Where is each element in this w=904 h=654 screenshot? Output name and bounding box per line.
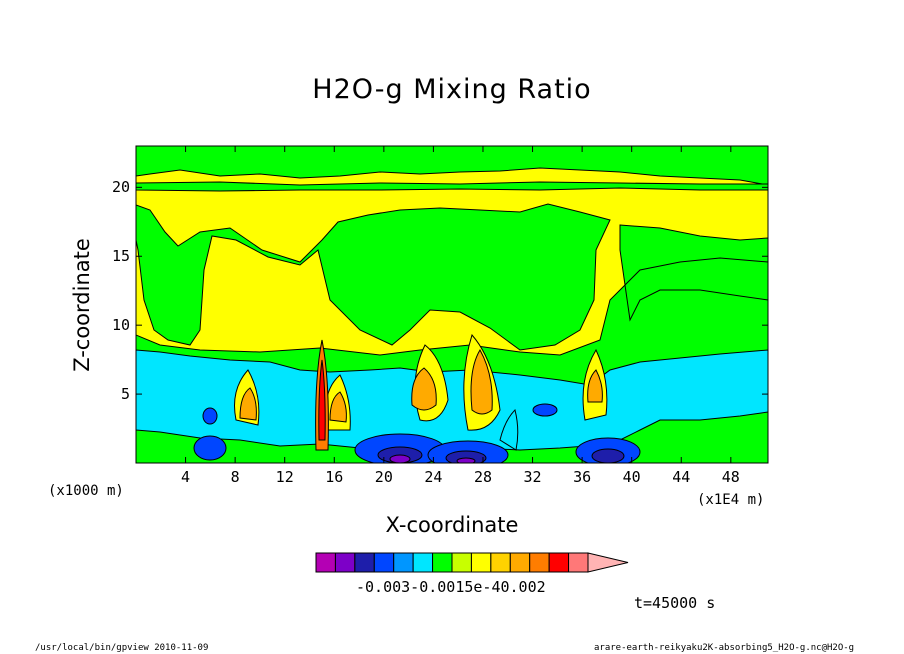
time-label: t=45000 s — [634, 594, 716, 612]
footer-left: /usr/local/bin/gpview 2010-11-09 — [35, 643, 209, 653]
field-blue — [532, 403, 558, 417]
field-green-strip — [136, 181, 768, 192]
x-tick-label: 36 — [573, 468, 592, 486]
colorbar-arrow — [587, 552, 629, 573]
field-navy — [591, 448, 625, 463]
field-purple — [456, 457, 476, 463]
footer-right: arare-earth-reikyaku2K-absorbing5_H2O-g.… — [594, 643, 855, 653]
x-axis-label: X-coordinate — [385, 513, 519, 537]
colorbar-labels: -0.003-0.0015e-40.002 — [356, 578, 546, 596]
y-axis-ticks — [136, 186, 768, 395]
plume-core — [318, 359, 326, 441]
x-tick-label: 28 — [473, 468, 492, 486]
plume-orange — [239, 387, 257, 421]
x-tick-label: 12 — [275, 468, 294, 486]
x-tick-label: 32 — [523, 468, 542, 486]
plume-orange — [411, 367, 437, 411]
field-blue — [193, 435, 227, 461]
plume-orange — [587, 369, 603, 403]
colorbar-swatch — [548, 552, 570, 573]
y-tick-label: 20 — [111, 178, 130, 197]
x-tick-label: 40 — [622, 468, 641, 486]
x-axis-ticks — [185, 146, 732, 463]
x-tick-label: 24 — [424, 468, 443, 486]
field-green-main — [136, 203, 611, 351]
x-unit-label: (x1000 m) — [48, 483, 124, 499]
colorbar — [315, 552, 629, 573]
colorbar-swatch — [451, 552, 472, 573]
x-tick-label: 8 — [230, 468, 240, 486]
colorbar-swatch — [315, 552, 336, 573]
x-tick-label: 4 — [181, 468, 191, 486]
field-cyan — [136, 349, 768, 451]
colorbar-swatch — [373, 552, 395, 573]
colorbar-swatch — [432, 552, 453, 573]
plume-cyan — [499, 409, 519, 451]
chart-title: H2O-g Mixing Ratio — [312, 74, 592, 105]
colorbar-swatch — [393, 552, 414, 573]
field-purple — [389, 454, 411, 463]
colorbar-swatch — [529, 552, 550, 573]
field-green-top — [136, 146, 768, 186]
x-tick-label: 20 — [374, 468, 393, 486]
colorbar-swatch — [470, 552, 492, 573]
x-scale-label: (x1E4 m) — [697, 492, 765, 508]
colorbar-swatch — [354, 552, 375, 573]
colorbar-swatch — [412, 552, 434, 573]
y-tick-label: 10 — [111, 316, 130, 335]
plume-orange — [470, 349, 493, 415]
y-tick-label: 15 — [111, 247, 130, 266]
field-blue — [202, 407, 218, 425]
x-tick-label: 44 — [672, 468, 691, 486]
plume-orange — [329, 391, 347, 423]
colorbar-swatch — [490, 552, 511, 573]
colorbar-swatch — [509, 552, 531, 573]
x-tick-label: 16 — [325, 468, 344, 486]
y-tick-label: 5 — [120, 385, 130, 404]
colorbar-swatch — [568, 552, 589, 573]
y-axis-label: Z-coordinate — [70, 238, 94, 372]
x-tick-label: 48 — [721, 468, 740, 486]
plot-frame — [135, 145, 769, 464]
colorbar-swatch — [334, 552, 356, 573]
field-navy — [445, 450, 487, 463]
